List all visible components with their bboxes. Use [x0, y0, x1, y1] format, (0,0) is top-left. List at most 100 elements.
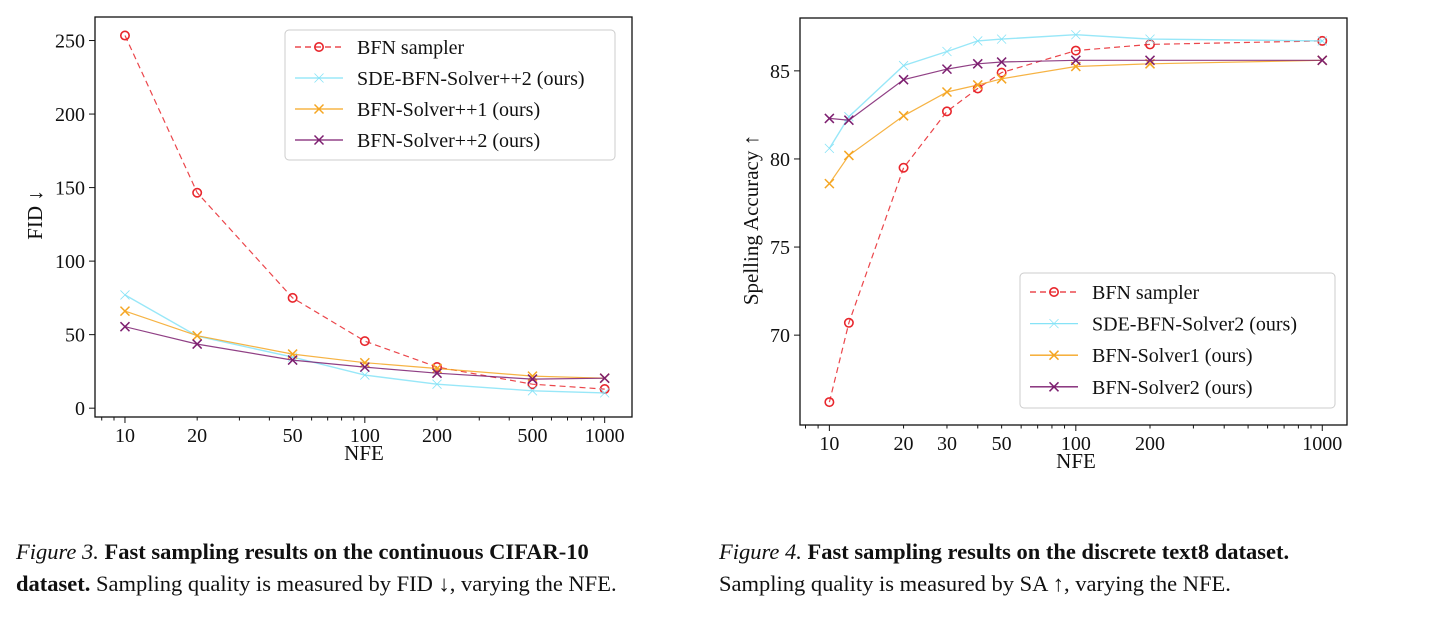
y-tick-label: 100	[55, 251, 85, 273]
data-point	[431, 363, 443, 374]
caption-label: Figure 3.	[16, 539, 99, 564]
y-tick-label: 0	[75, 398, 85, 420]
caption-label: Figure 4.	[719, 539, 802, 564]
data-point	[527, 374, 538, 385]
x-axis-label: NFE	[1056, 449, 1096, 473]
series-line	[828, 40, 1323, 403]
data-point	[1071, 29, 1081, 40]
data-point	[996, 57, 1007, 68]
legend-label: BFN-Solver1 (ours)	[1092, 345, 1253, 367]
data-point	[996, 34, 1007, 44]
series-line	[829, 59, 1323, 121]
caption-title: Fast sampling results on the discrete te…	[807, 539, 1290, 564]
data-point	[1048, 381, 1060, 392]
data-point	[119, 306, 130, 317]
x-tick-label: 100	[1061, 433, 1091, 455]
x-tick-label: 30	[937, 433, 957, 455]
data-point	[599, 373, 610, 384]
data-point	[824, 143, 835, 154]
data-point	[1145, 34, 1155, 44]
legend-item: SDE-BFN-Solver2 (ours)	[1030, 314, 1297, 336]
data-point	[1144, 55, 1156, 66]
data-point	[313, 134, 325, 146]
data-point	[843, 317, 854, 328]
legend-item: BFN sampler	[295, 37, 465, 59]
data-point	[972, 79, 983, 90]
series-line	[828, 33, 1323, 149]
y-tick-label: 75	[770, 237, 790, 259]
chart-1: 0 50 100 150 200 250 10 20 50 100 200 500 1000 NFE FID…	[23, 16, 633, 465]
x-tick-label: 200	[422, 425, 452, 447]
data-point	[313, 41, 324, 52]
legend-label: BFN sampler	[357, 37, 465, 59]
data-point	[898, 162, 909, 173]
data-point	[432, 361, 443, 372]
caption-title-cont: dataset.	[16, 571, 91, 596]
data-point	[192, 187, 203, 198]
data-point	[941, 64, 952, 75]
data-point	[972, 36, 983, 46]
x-tick-label: 200	[1135, 433, 1165, 455]
data-point	[359, 362, 370, 373]
data-point	[1070, 55, 1081, 66]
data-point	[192, 330, 203, 341]
data-point	[287, 292, 298, 303]
chart-2: 70 75 80 85 10 20 30 50 100 200 1000 NFE Spelling Ac…	[739, 17, 1348, 473]
legend-label: SDE-BFN-Solver++2 (ours)	[357, 68, 585, 90]
data-point	[120, 290, 130, 300]
data-point	[996, 67, 1007, 78]
y-tick-label: 85	[770, 61, 790, 83]
caption-text: Sampling quality is measured by SA ↑, va…	[719, 571, 1231, 596]
x-tick-label: 50	[283, 425, 303, 447]
data-point	[527, 386, 538, 396]
legend-item: BFN-Solver2 (ours)	[1030, 377, 1253, 399]
x-tick-label: 20	[894, 433, 914, 455]
data-point	[824, 113, 835, 124]
y-tick-label: 250	[55, 31, 85, 53]
figure-4-caption: Figure 4. Fast sampling results on the d…	[719, 536, 1289, 600]
legend-label: BFN-Solver2 (ours)	[1092, 377, 1253, 399]
caption-title: Fast sampling results on the continuous …	[104, 539, 589, 564]
y-tick-label: 200	[55, 104, 85, 126]
data-point	[119, 30, 130, 41]
y-axis-label: Spelling Accuracy ↑	[739, 135, 763, 305]
y-tick-label: 70	[770, 325, 790, 347]
x-tick-label: 1000	[585, 425, 625, 447]
data-point	[431, 368, 443, 379]
legend-item: BFN-Solver1 (ours)	[1030, 345, 1253, 367]
data-point	[941, 86, 952, 98]
figure-3-caption: Figure 3. Fast sampling results on the c…	[16, 536, 617, 600]
data-point	[824, 397, 835, 408]
series-3	[824, 55, 1328, 126]
data-point	[192, 339, 203, 350]
data-point	[313, 103, 325, 115]
legend-box	[1019, 272, 1336, 409]
data-point	[1049, 318, 1059, 329]
data-point	[1317, 55, 1328, 66]
y-axis-label: FID ↓	[23, 190, 47, 240]
data-point	[359, 336, 370, 347]
legend-label: SDE-BFN-Solver2 (ours)	[1092, 314, 1297, 336]
x-tick-label: 20	[187, 425, 207, 447]
data-point	[432, 379, 442, 389]
legend-item: BFN-Solver++2 (ours)	[295, 130, 540, 152]
plot-frame	[799, 17, 1348, 426]
data-point	[843, 115, 854, 126]
data-point	[898, 60, 909, 71]
data-point	[843, 150, 854, 161]
series-1	[824, 29, 1328, 154]
data-point	[287, 355, 298, 366]
data-point	[941, 106, 952, 117]
data-point	[996, 73, 1007, 84]
data-point	[1145, 39, 1156, 50]
x-tick-label: 1000	[1302, 433, 1342, 455]
y-tick-label: 150	[55, 178, 85, 200]
data-point	[314, 73, 324, 83]
legend-item: SDE-BFN-Solver++2 (ours)	[295, 68, 585, 90]
data-point	[898, 110, 909, 121]
series-line	[124, 35, 605, 390]
x-tick-label: 50	[992, 433, 1012, 455]
data-point	[824, 178, 835, 189]
y-tick-label: 80	[770, 149, 790, 171]
